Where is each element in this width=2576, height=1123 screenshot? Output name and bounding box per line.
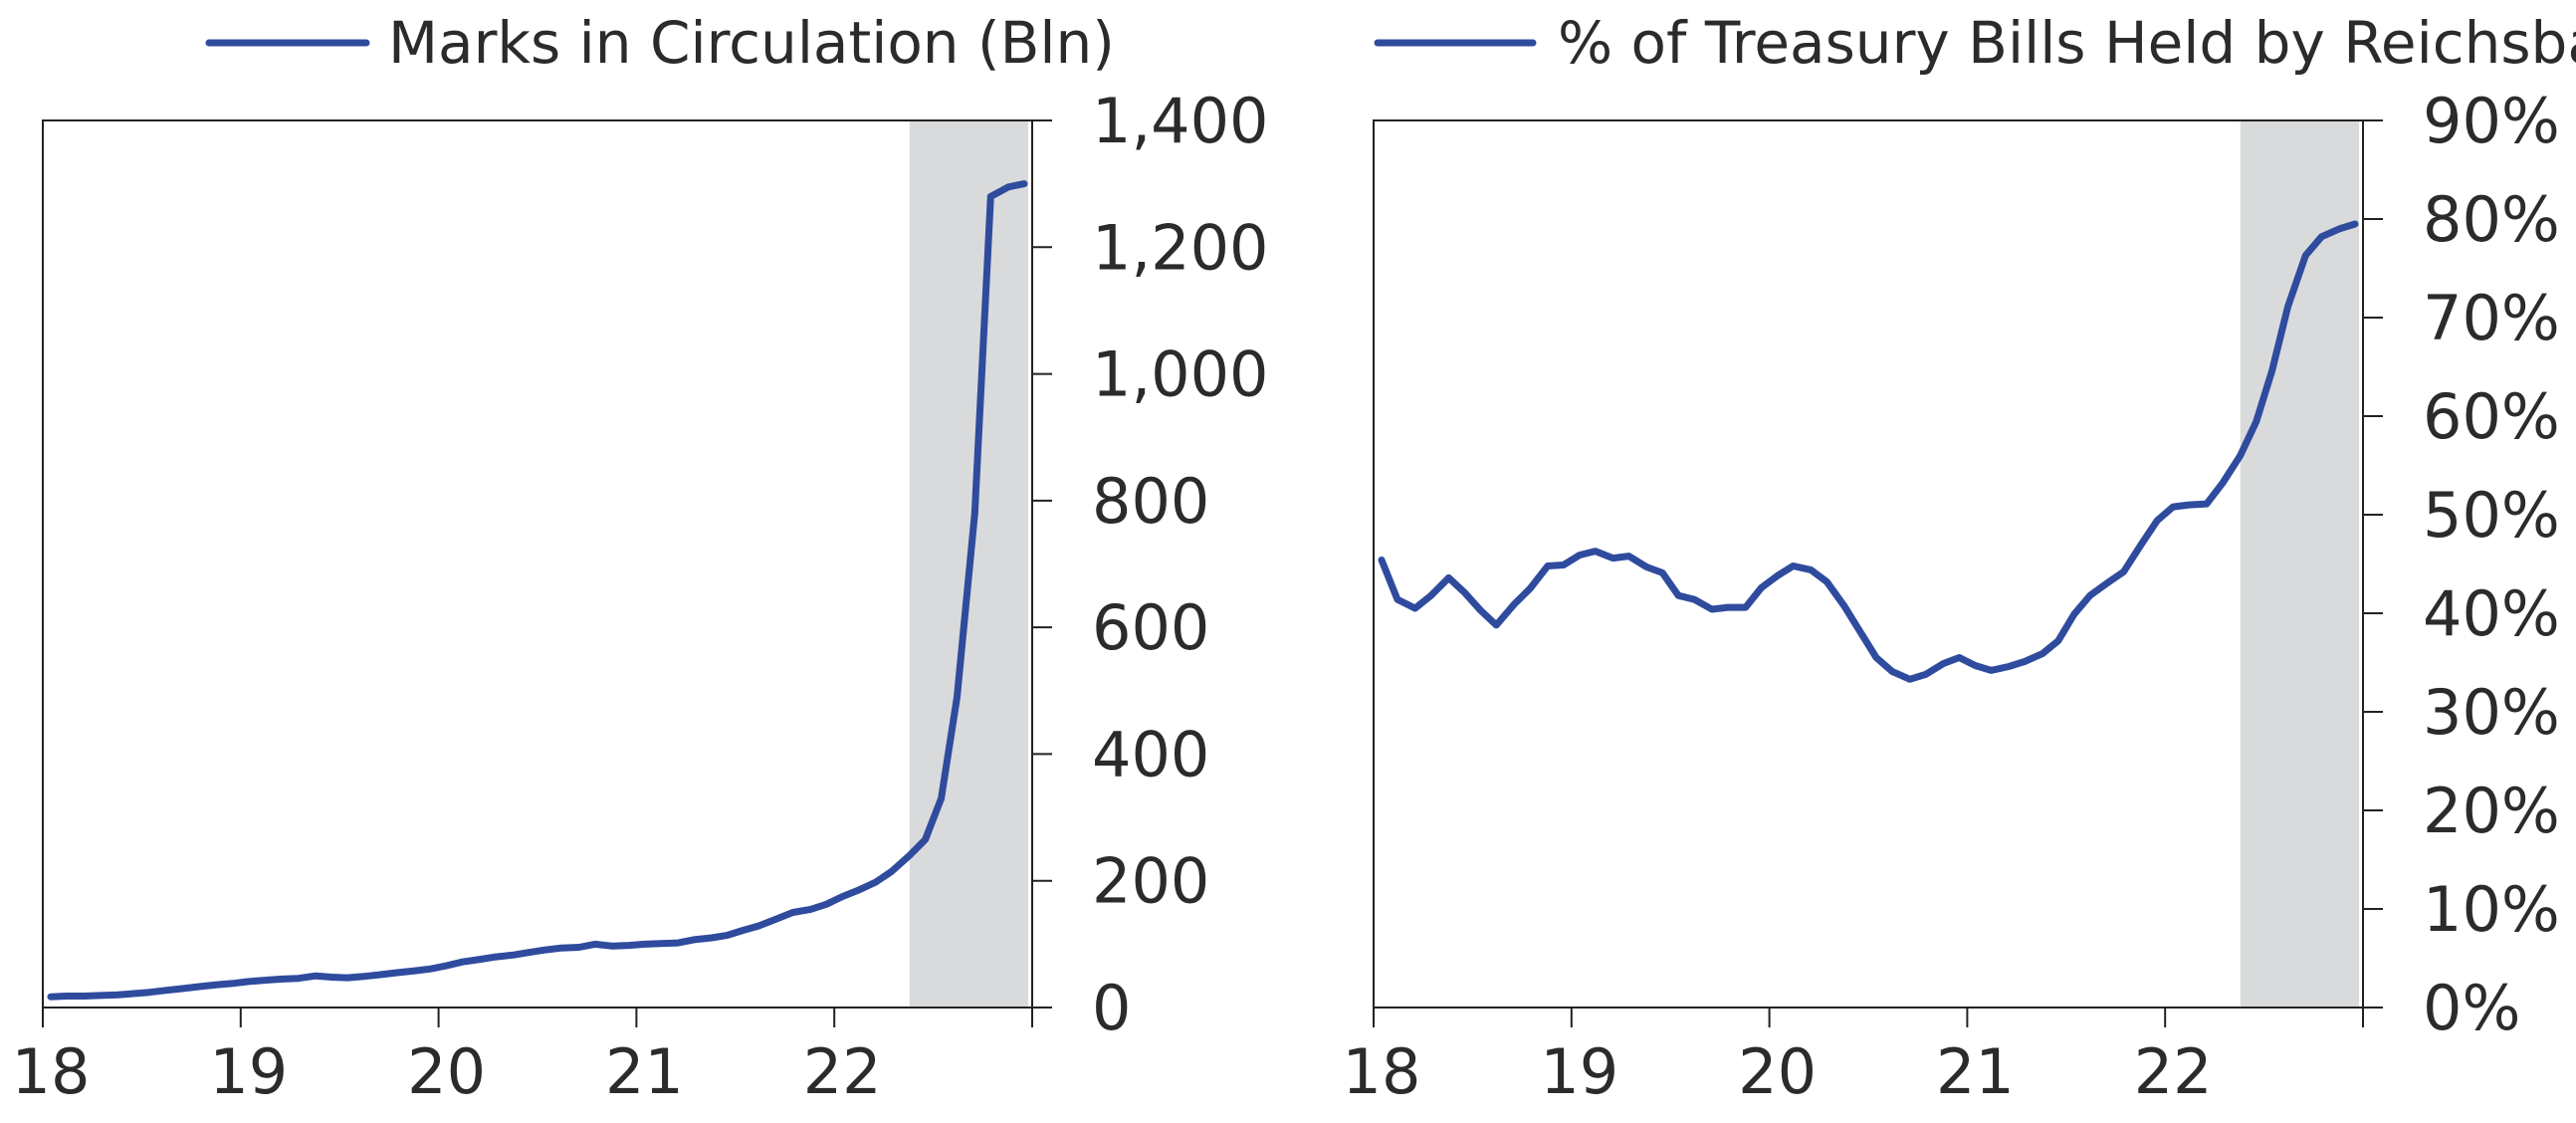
- legend-marks-in-circulation: Marks in Circulation (Bln): [205, 9, 1115, 77]
- y-tick-label-marks-in-circulation: 400: [1092, 718, 1209, 790]
- y-ticks-marks-in-circulation: 0 200 400 600 800 1,000 1,200 1,400: [1032, 85, 1269, 1044]
- y-tick-label-treasury-bills-held: 30%: [2423, 676, 2560, 749]
- y-tick-label-marks-in-circulation: 0: [1092, 972, 1131, 1044]
- x-ticks-treasury-bills-held: 18 19 20 21 22: [1343, 1008, 2364, 1108]
- shaded-region-treasury-bills-held: [2240, 120, 2360, 1008]
- y-tick-label-treasury-bills-held: 90%: [2423, 85, 2560, 157]
- y-tick-label-treasury-bills-held: 10%: [2423, 873, 2560, 946]
- x-tick-label-marks-in-circulation: 18: [12, 1035, 91, 1108]
- x-tick-label-treasury-bills-held: 18: [1343, 1035, 1421, 1108]
- x-tick-label-treasury-bills-held: 22: [2134, 1035, 2213, 1108]
- y-tick-label-marks-in-circulation: 200: [1092, 845, 1209, 918]
- y-tick-label-treasury-bills-held: 0%: [2423, 972, 2520, 1044]
- x-tick-label-marks-in-circulation: 21: [605, 1035, 684, 1108]
- y-tick-label-marks-in-circulation: 1,000: [1092, 338, 1269, 411]
- x-tick-label-treasury-bills-held: 19: [1540, 1035, 1618, 1108]
- plot-frame-marks-in-circulation: [42, 119, 1033, 1009]
- y-tick-label-marks-in-circulation: 1,200: [1092, 211, 1269, 284]
- y-tick-label-treasury-bills-held: 40%: [2423, 577, 2560, 650]
- y-tick-label-treasury-bills-held: 20%: [2423, 775, 2560, 847]
- y-tick-label-marks-in-circulation: 1,400: [1092, 85, 1269, 157]
- y-tick-label-treasury-bills-held: 70%: [2423, 282, 2560, 354]
- chart-marks-in-circulation: Marks in Circulation (Bln) 18 19 20 21 22 0 2…: [12, 9, 1269, 1108]
- y-tick-label-treasury-bills-held: 60%: [2423, 380, 2560, 453]
- x-ticks-marks-in-circulation: 18 19 20 21 22: [12, 1008, 1033, 1108]
- series-line-treasury-bills-held: [1378, 220, 2359, 683]
- y-ticks-treasury-bills-held: 0% 10% 20% 30% 40% 50% 60% 70% 80% 90%: [2363, 85, 2560, 1044]
- y-tick-label-marks-in-circulation: 800: [1092, 465, 1209, 538]
- chart-treasury-bills-held: % of Treasury Bills Held by Reichsbank 1…: [1343, 9, 2576, 1108]
- x-tick-label-marks-in-circulation: 19: [209, 1035, 288, 1108]
- legend-label-treasury-bills-held: % of Treasury Bills Held by Reichsbank: [1558, 9, 2576, 77]
- x-tick-label-marks-in-circulation: 20: [407, 1035, 486, 1108]
- legend-treasury-bills-held: % of Treasury Bills Held by Reichsbank: [1374, 9, 2576, 77]
- y-tick-label-marks-in-circulation: 600: [1092, 591, 1209, 664]
- series-line-marks-in-circulation: [47, 180, 1028, 1001]
- x-tick-label-marks-in-circulation: 22: [803, 1035, 882, 1108]
- y-tick-label-treasury-bills-held: 80%: [2423, 183, 2560, 256]
- legend-label-marks-in-circulation: Marks in Circulation (Bln): [388, 9, 1115, 77]
- x-tick-label-treasury-bills-held: 21: [1936, 1035, 2015, 1108]
- x-tick-label-treasury-bills-held: 20: [1738, 1035, 1817, 1108]
- y-tick-label-treasury-bills-held: 50%: [2423, 479, 2560, 552]
- plot-frame-treasury-bills-held: [1373, 119, 2364, 1009]
